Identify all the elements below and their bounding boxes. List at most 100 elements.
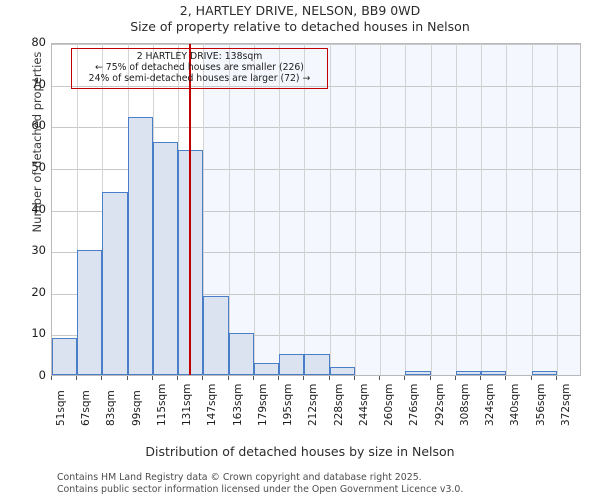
y-tick-label: 20 <box>31 284 46 299</box>
bar-series <box>52 44 580 375</box>
gridline-horizontal <box>52 293 580 295</box>
x-tick-mark <box>227 376 229 380</box>
gridline-vertical <box>506 44 508 375</box>
gridline-vertical <box>380 44 382 375</box>
property-marker-line <box>189 44 191 375</box>
gridline-horizontal <box>52 210 580 212</box>
x-tick-label: 163sqm <box>231 383 244 426</box>
x-tick-mark <box>151 376 153 380</box>
gridline-vertical <box>77 44 79 375</box>
bar <box>102 191 128 375</box>
x-tick-mark <box>101 376 103 380</box>
y-tick-label: 0 <box>38 368 46 382</box>
x-tick-mark <box>202 376 204 380</box>
gridline-horizontal <box>52 44 580 45</box>
bar <box>304 354 330 375</box>
x-tick-label: 99sqm <box>130 390 143 426</box>
gridline-vertical <box>531 44 533 375</box>
gridline-horizontal <box>52 127 580 129</box>
x-tick-label: 292sqm <box>433 383 446 426</box>
gridline-horizontal <box>52 85 580 87</box>
x-tick-label: 244sqm <box>357 383 370 426</box>
x-tick-label: 276sqm <box>408 383 421 426</box>
page-subtitle: Size of property relative to detached ho… <box>130 19 470 34</box>
x-tick-label: 195sqm <box>282 383 295 426</box>
bar <box>52 337 78 375</box>
x-tick-label: 372sqm <box>559 383 572 426</box>
x-tick-mark <box>51 376 52 380</box>
y-tick-label: 80 <box>31 35 46 49</box>
bar <box>329 366 355 375</box>
gridline-vertical <box>279 44 281 375</box>
bar <box>228 333 254 375</box>
y-tick-label: 60 <box>31 118 46 133</box>
annotation-line-1: 2 HARTLEY DRIVE: 138sqm <box>136 51 263 62</box>
x-tick-label: 51sqm <box>55 390 67 426</box>
x-tick-label: 356sqm <box>534 383 547 426</box>
bar <box>152 141 179 375</box>
annotation-box: 2 HARTLEY DRIVE: 138sqm ← 75% of detache… <box>71 48 328 89</box>
x-tick-mark <box>555 376 557 380</box>
page-title: 2, HARTLEY DRIVE, NELSON, BB9 0WD <box>179 3 421 18</box>
x-tick-mark <box>328 376 330 380</box>
bar <box>279 354 305 375</box>
x-tick-mark <box>429 376 431 380</box>
x-tick-mark <box>76 376 78 380</box>
footer-attribution: Contains HM Land Registry data © Crown c… <box>57 472 597 495</box>
gridline-vertical <box>481 44 483 375</box>
x-tick-label: 228sqm <box>332 383 345 426</box>
x-tick-mark <box>454 376 456 380</box>
x-tick-label: 340sqm <box>509 383 522 426</box>
footer-line-1: Contains HM Land Registry data © Crown c… <box>57 472 422 483</box>
x-tick-label: 212sqm <box>307 383 320 426</box>
x-tick-mark <box>353 376 355 380</box>
y-tick-label: 40 <box>31 201 46 216</box>
gridline-vertical <box>228 44 230 375</box>
gridline-vertical <box>405 44 407 375</box>
x-tick-label: 67sqm <box>80 390 93 426</box>
x-axis-title: Distribution of detached houses by size … <box>145 444 455 459</box>
plot-area <box>51 43 581 376</box>
x-tick-mark <box>303 376 305 380</box>
footer-line-2: Contains public sector information licen… <box>57 483 464 495</box>
gridline-vertical <box>253 44 255 375</box>
x-tick-mark <box>404 376 406 380</box>
bar <box>253 362 280 375</box>
gridline-vertical <box>430 44 432 375</box>
x-tick-label: 179sqm <box>256 383 269 426</box>
gridline-horizontal <box>52 168 580 170</box>
gridline-vertical <box>455 44 457 375</box>
bar <box>203 295 229 375</box>
gridline-vertical <box>354 44 356 375</box>
y-tick-label: 50 <box>31 159 46 174</box>
gridline-horizontal <box>52 335 580 337</box>
gridline-vertical <box>304 44 306 375</box>
gridline-vertical <box>556 44 558 375</box>
x-tick-mark <box>530 376 532 380</box>
x-tick-mark <box>480 376 482 380</box>
annotation-line-2: ← 75% of detached houses are smaller (22… <box>95 62 304 74</box>
x-tick-mark <box>126 376 128 380</box>
x-tick-mark <box>252 376 254 380</box>
x-tick-mark <box>177 376 179 380</box>
y-tick-label: 30 <box>31 243 46 258</box>
bar <box>127 116 153 375</box>
x-tick-mark <box>505 376 507 380</box>
x-tick-label: 324sqm <box>484 383 497 426</box>
gridline-vertical <box>329 44 331 375</box>
x-tick-label: 131sqm <box>181 383 194 426</box>
gridline-horizontal <box>52 252 580 254</box>
bar <box>405 370 431 375</box>
bar <box>531 370 557 375</box>
y-tick-label: 70 <box>31 76 46 91</box>
x-tick-label: 115sqm <box>155 383 168 426</box>
x-tick-label: 147sqm <box>206 383 219 426</box>
bar <box>455 370 482 375</box>
y-tick-label: 10 <box>31 326 46 341</box>
x-tick-label: 83sqm <box>105 390 118 426</box>
x-tick-mark <box>379 376 381 380</box>
x-tick-label: 260sqm <box>383 383 396 426</box>
annotation-line-3: 24% of semi-detached houses are larger (… <box>88 73 311 85</box>
